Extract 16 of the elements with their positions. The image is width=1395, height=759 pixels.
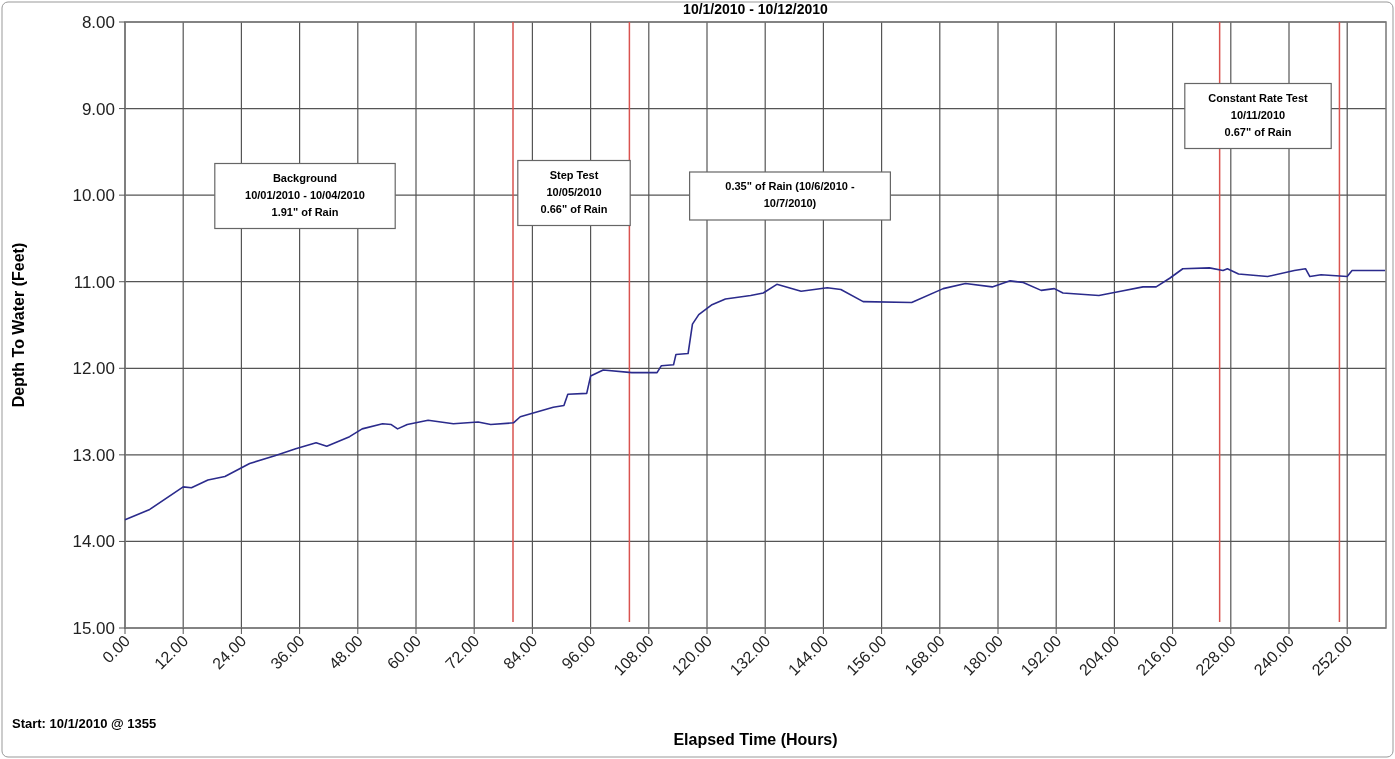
y-tick-label: 15.00 [72,618,115,638]
chart-title: 10/1/2010 - 10/12/2010 [683,1,829,17]
y-axis-title: Depth To Water (Feet) [10,242,27,408]
y-tick-label: 9.00 [81,99,115,119]
y-tick-label: 8.00 [81,12,115,32]
y-tick-label: 14.00 [72,532,115,552]
x-axis-title: Elapsed Time (Hours) [673,731,838,748]
y-tick-label: 12.00 [72,359,115,379]
annotation: Step Test 10/05/2010 0.66" of Rain [540,168,608,215]
annotation: Constant Rate Test 10/11/2010 0.67" of Rain [1208,91,1309,138]
y-tick-label: 13.00 [72,445,115,465]
y-tick-label: 11.00 [73,272,115,292]
annotation: Background 10/01/2010 - 10/04/2010 1.91" of Rain [245,171,365,218]
annotation: 0.35" of Rain (10/6/2010 - 10/7/2010) [725,180,855,209]
text: Start: 10/1/2010 @ 1355 [12,716,157,731]
y-tick-label: 10.00 [72,186,115,206]
